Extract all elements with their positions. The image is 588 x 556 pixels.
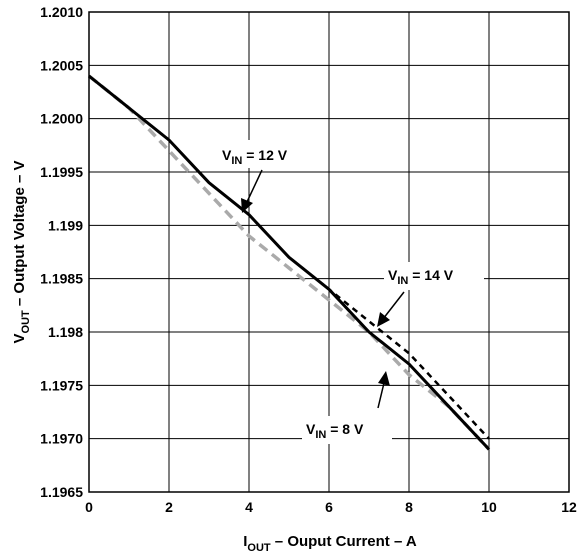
y-axis-label: VOUT – Output Voltage – V [11,161,32,344]
x-tick-label: 0 [85,499,93,515]
x-axis-label-main: I [243,533,247,550]
series-lines [87,74,491,451]
y-tick-label: 1.1975 [40,377,83,393]
annotation-vin-8v-arrow-line [377,382,385,409]
annotation-vin-8v-main: V [306,421,316,437]
y-tick-label: 1.199 [48,217,83,233]
y-tick-label: 1.2010 [40,4,83,20]
x-tick-label: 6 [325,499,333,515]
annotation-vin-12v: VIN = 12 V [218,140,318,213]
x-tick-label: 12 [561,499,577,515]
annotation-vin-12v-arrow-head [241,198,253,213]
annotation-vin-12v-text: VIN = 12 V [222,147,288,167]
x-axis-label-rest: – Ouput Current – A [271,533,417,550]
x-tick-labels: 0 2 4 6 8 10 12 [85,499,577,515]
annotation-vin-8v-sub: IN [315,429,326,441]
x-tick-label: 4 [245,499,253,515]
y-axis-label-main: V [11,333,28,343]
annotation-vin-8v-rest: = 8 V [326,421,364,437]
annotation-vin-12v-arrow-line [245,169,263,205]
y-tick-labels: 1.1965 1.1970 1.1975 1.198 1.1985 1.199 1.1995… [40,4,83,500]
x-axis-label-sub: OUT [247,542,271,554]
annotation-vin-8v-background [302,416,392,444]
annotation-vin-14v: VIN = 14 V [377,262,484,327]
annotation-vin-12v-main: V [222,147,232,163]
y-tick-label: 1.1965 [40,484,83,500]
y-tick-label: 1.2000 [40,111,83,127]
annotation-vin-14v-arrow-head [377,312,390,327]
annotation-vin-14v-main: V [388,267,398,283]
annotation-vin-14v-sub: IN [397,275,408,287]
annotation-vin-8v: VIN = 8 V [302,371,392,444]
x-tick-label: 10 [481,499,497,515]
y-axis-label-rest: – Output Voltage – V [11,161,28,311]
annotation-vin-14v-arrow-line [382,291,405,320]
annotation-vin-8v-text: VIN = 8 V [306,421,364,441]
y-tick-label: 1.1970 [40,431,83,447]
annotation-vin-14v-background [384,262,484,290]
y-tick-label: 1.198 [48,324,83,340]
series-line-v-in-8-v [87,74,491,451]
annotation-vin-12v-background [218,140,318,168]
annotation-vin-8v-arrow-head [378,371,390,386]
y-tick-label: 1.1995 [40,164,83,180]
series-line-v-in-14-v [88,75,490,440]
annotation-vin-12v-sub: IN [231,155,242,167]
x-tick-label: 8 [405,499,413,515]
y-axis-label-sub: OUT [20,310,32,334]
annotation-vin-14v-text: VIN = 14 V [388,267,454,287]
series-line-v-in-12-v [88,74,491,451]
annotation-vin-14v-rest: = 14 V [408,267,453,283]
x-tick-label: 2 [165,499,173,515]
y-tick-label: 1.2005 [40,57,83,73]
x-axis-label: IOUT – Ouput Current – A [243,533,417,554]
y-tick-label: 1.1985 [40,271,83,287]
annotation-vin-12v-rest: = 12 V [242,147,287,163]
plot-frame [88,11,570,493]
